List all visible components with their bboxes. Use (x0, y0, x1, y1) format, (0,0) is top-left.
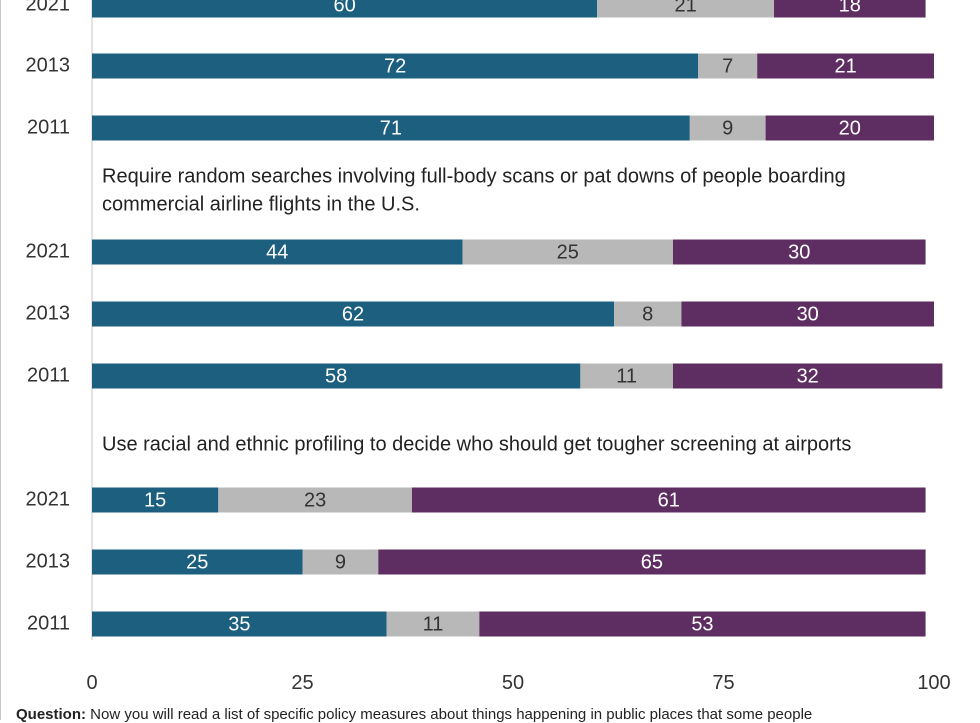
bar-segment (672, 239, 926, 265)
data-label: 21 (834, 55, 856, 77)
data-label: 7 (722, 55, 733, 77)
bar-segment (774, 0, 926, 18)
data-label: 60 (333, 0, 355, 16)
x-tick-label: 0 (86, 672, 97, 694)
bar-segment (689, 115, 766, 141)
year-label: 2011 (27, 116, 70, 138)
data-label: 65 (641, 551, 663, 573)
data-label: 25 (186, 551, 208, 573)
bar-segment (672, 363, 943, 389)
bar-segment (92, 549, 303, 575)
bar-segment (302, 549, 379, 575)
data-label: 11 (423, 613, 444, 635)
data-label: 18 (839, 0, 861, 16)
data-label: 32 (797, 365, 819, 387)
footnote: Question: Now you will read a list of sp… (16, 706, 976, 723)
data-label: 71 (380, 117, 402, 139)
year-label: 2011 (27, 364, 70, 386)
data-label: 11 (616, 365, 637, 387)
bar-segment (92, 301, 615, 327)
bar-segment (479, 611, 926, 637)
bar-segment (92, 0, 598, 18)
bar-segment (92, 487, 219, 513)
bar-segment (597, 0, 775, 18)
year-label: 2011 (27, 612, 70, 634)
x-tick-label: 100 (917, 672, 950, 694)
data-label: 20 (839, 117, 861, 139)
year-label: 2013 (26, 302, 71, 324)
year-label: 2013 (26, 550, 71, 572)
data-label: 58 (325, 365, 347, 387)
data-label: 8 (642, 303, 653, 325)
group-title-line: commercial airline flights in the U.S. (102, 193, 420, 215)
bar-segment (378, 549, 926, 575)
bar-segment (681, 301, 934, 327)
x-tick-label: 50 (502, 672, 524, 694)
stacked-bar-chart: 2021 60 21 18 2013 72 7 21 2011 71 9 20 Require rand… (26, 0, 951, 694)
year-label: 2021 (26, 0, 71, 15)
bar-segment (92, 53, 699, 79)
bar-segment (386, 611, 480, 637)
data-label: 72 (384, 55, 406, 77)
data-label: 53 (691, 613, 713, 635)
bar-segment (92, 115, 690, 141)
data-label: 23 (304, 489, 326, 511)
data-label: 15 (144, 489, 166, 511)
data-label: 9 (722, 117, 733, 139)
bar-segment (92, 611, 387, 637)
year-label: 2021 (26, 488, 71, 510)
year-label: 2021 (26, 240, 71, 262)
bar-segment (92, 363, 581, 389)
data-label: 61 (658, 489, 680, 511)
bar-segment (92, 239, 463, 265)
bar-segment (757, 53, 934, 79)
group-title-line: Require random searches involving full-b… (102, 165, 846, 187)
bar-segment (218, 487, 412, 513)
data-label: 30 (788, 241, 810, 263)
data-label: 21 (674, 0, 696, 16)
frame-border (0, 0, 1, 720)
bar-segment (462, 239, 673, 265)
group-title-line: Use racial and ethnic profiling to decid… (102, 433, 851, 455)
year-label: 2013 (26, 54, 71, 76)
data-label: 35 (228, 613, 250, 635)
x-tick-label: 75 (712, 672, 734, 694)
data-label: 62 (342, 303, 364, 325)
x-tick-label: 25 (291, 672, 313, 694)
bar-segment (698, 53, 758, 79)
footnote-label: Question: (16, 706, 86, 723)
bar-segment (411, 487, 926, 513)
bar-segment (614, 301, 682, 327)
data-label: 44 (266, 241, 288, 263)
bar-segment (765, 115, 934, 141)
data-label: 30 (797, 303, 819, 325)
data-label: 9 (335, 551, 346, 573)
data-label: 25 (557, 241, 579, 263)
footnote-text: Now you will read a list of specific pol… (90, 706, 813, 723)
bar-segment (580, 363, 673, 389)
